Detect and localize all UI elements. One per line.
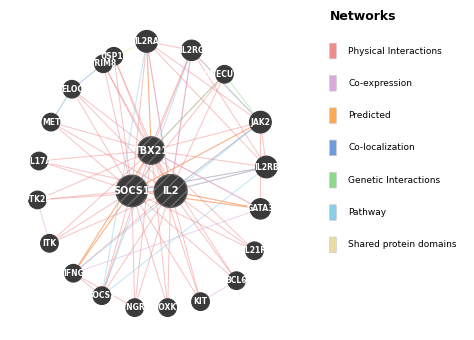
Text: Networks: Networks: [330, 10, 396, 23]
Circle shape: [246, 242, 263, 260]
Circle shape: [182, 40, 202, 61]
FancyBboxPatch shape: [329, 205, 337, 220]
Circle shape: [64, 265, 82, 282]
Circle shape: [249, 111, 271, 133]
Circle shape: [250, 199, 271, 219]
Circle shape: [126, 299, 144, 317]
Circle shape: [159, 299, 176, 317]
Text: SOCS2: SOCS2: [88, 291, 116, 300]
Text: FOXK2: FOXK2: [154, 303, 182, 312]
Text: Genetic Interactions: Genetic Interactions: [348, 176, 440, 185]
Text: IL2RB: IL2RB: [254, 163, 279, 171]
Text: JAK2: JAK2: [250, 118, 270, 126]
FancyBboxPatch shape: [329, 75, 337, 91]
Text: ELOC: ELOC: [61, 85, 83, 94]
Text: IL21R: IL21R: [242, 246, 266, 255]
Circle shape: [116, 175, 147, 207]
Text: IFNGR1: IFNGR1: [118, 303, 151, 312]
FancyBboxPatch shape: [329, 108, 337, 123]
Text: TRIM8: TRIM8: [90, 59, 117, 68]
Text: USP10: USP10: [100, 52, 128, 61]
Text: Co-expression: Co-expression: [348, 79, 412, 88]
Text: SOCS1: SOCS1: [113, 186, 150, 196]
FancyBboxPatch shape: [329, 140, 337, 156]
Circle shape: [63, 80, 81, 98]
Text: IL2: IL2: [163, 186, 179, 196]
Text: KIT: KIT: [193, 297, 208, 306]
Text: GATA3: GATA3: [246, 204, 274, 214]
Circle shape: [216, 65, 233, 83]
Circle shape: [94, 55, 112, 73]
Circle shape: [105, 48, 123, 65]
Circle shape: [155, 175, 187, 207]
Text: PTK2B: PTK2B: [24, 195, 52, 204]
Text: TBX21: TBX21: [134, 146, 169, 156]
Text: Co-localization: Co-localization: [348, 143, 415, 152]
Text: IL17A: IL17A: [27, 156, 51, 166]
Circle shape: [191, 293, 210, 310]
Text: MET: MET: [42, 118, 60, 126]
Circle shape: [28, 191, 46, 209]
Text: Predicted: Predicted: [348, 111, 391, 120]
Text: ONECUT2: ONECUT2: [204, 70, 245, 79]
Circle shape: [137, 137, 165, 164]
FancyBboxPatch shape: [329, 237, 337, 253]
FancyBboxPatch shape: [329, 172, 337, 188]
Text: BCL6: BCL6: [226, 276, 247, 285]
Circle shape: [228, 272, 246, 290]
Text: Shared protein domains: Shared protein domains: [348, 240, 456, 249]
Text: Physical Interactions: Physical Interactions: [348, 47, 442, 55]
Circle shape: [136, 31, 157, 52]
Circle shape: [255, 156, 277, 178]
Circle shape: [93, 287, 110, 305]
Circle shape: [30, 152, 48, 170]
FancyBboxPatch shape: [329, 43, 337, 59]
Circle shape: [42, 113, 60, 131]
Text: IL2RA: IL2RA: [134, 37, 159, 46]
Text: IFNG: IFNG: [63, 269, 84, 278]
Text: Pathway: Pathway: [348, 208, 386, 217]
Text: IL2RG: IL2RG: [179, 46, 204, 55]
Circle shape: [41, 235, 58, 252]
Text: ITK: ITK: [42, 239, 56, 248]
